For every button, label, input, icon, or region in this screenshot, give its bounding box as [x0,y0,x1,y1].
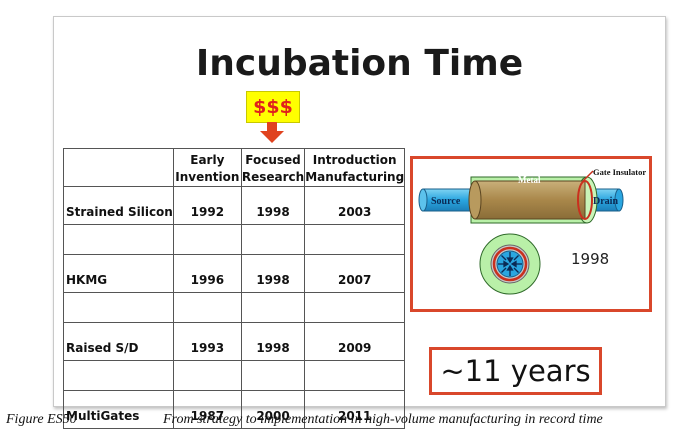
metal-label: Metal [518,175,541,185]
header-line: Invention [175,170,240,184]
table-spacer-row [63,224,406,255]
down-arrow-icon [260,122,284,143]
caption-label: Figure ES50 [6,412,77,427]
drain-label: Drain [593,196,618,207]
money-highlight-label: $$$ [246,91,300,123]
nanowire-figure-box: Metal Gate Insulator Source Drain [410,156,652,312]
table-row: Strained Silicon 1992 1998 2003 [63,186,406,225]
early-invention-year: 1993 [172,322,242,361]
early-invention-year: 1996 [172,254,242,293]
gate-insulator-label: Gate Insulator [593,167,646,177]
header-cell-introduction-manufacturing: Introduction Manufacturing [304,148,406,187]
gate-all-around-diagram: Metal Gate Insulator Source Drain [418,167,646,295]
introduction-year: 2007 [304,254,406,293]
table-spacer-row [63,360,406,391]
header-line: Research [241,170,305,184]
incubation-table: Early Invention Focused Research Introdu… [63,148,406,429]
row-label: MultiGates [63,390,174,429]
table-row: HKMG 1996 1998 2007 [63,254,406,293]
table-row: Raised S/D 1993 1998 2009 [63,322,406,361]
slide-title: Incubation Time [195,43,524,84]
early-invention-year: 1992 [172,186,242,225]
table-row: MultiGates 1987 2000 2011 [63,390,406,429]
header-line: Early [190,153,225,167]
focused-research-year: 1998 [240,322,306,361]
introduction-year: 2011 [304,390,406,429]
header-cell-early-invention: Early Invention [172,148,242,187]
header-cell-focused-research: Focused Research [240,148,306,187]
row-label: Raised S/D [63,322,174,361]
table-spacer-row [63,292,406,323]
slide: Incubation Time $$$ Early Invention Focu… [53,16,666,429]
cross-section-icon [479,233,541,295]
focused-research-year: 2000 [240,390,306,429]
focused-research-year: 1998 [240,186,306,225]
row-label: Strained Silicon [63,186,174,225]
header-cell-blank [63,148,174,187]
figure-year-label: 1998 [571,250,610,268]
source-label: Source [431,196,461,207]
early-invention-year: 1987 [172,390,242,429]
header-line: Introduction [312,153,397,167]
header-line: Focused [245,153,301,167]
focused-research-year: 1998 [240,254,306,293]
years-callout: ~11 years [429,347,602,395]
caption-text: From strategy to implementation in high-… [163,412,603,427]
table-header-row: Early Invention Focused Research Introdu… [63,148,406,187]
header-line: Manufacturing [305,170,405,184]
row-label: HKMG [63,254,174,293]
introduction-year: 2003 [304,186,406,225]
introduction-year: 2009 [304,322,406,361]
